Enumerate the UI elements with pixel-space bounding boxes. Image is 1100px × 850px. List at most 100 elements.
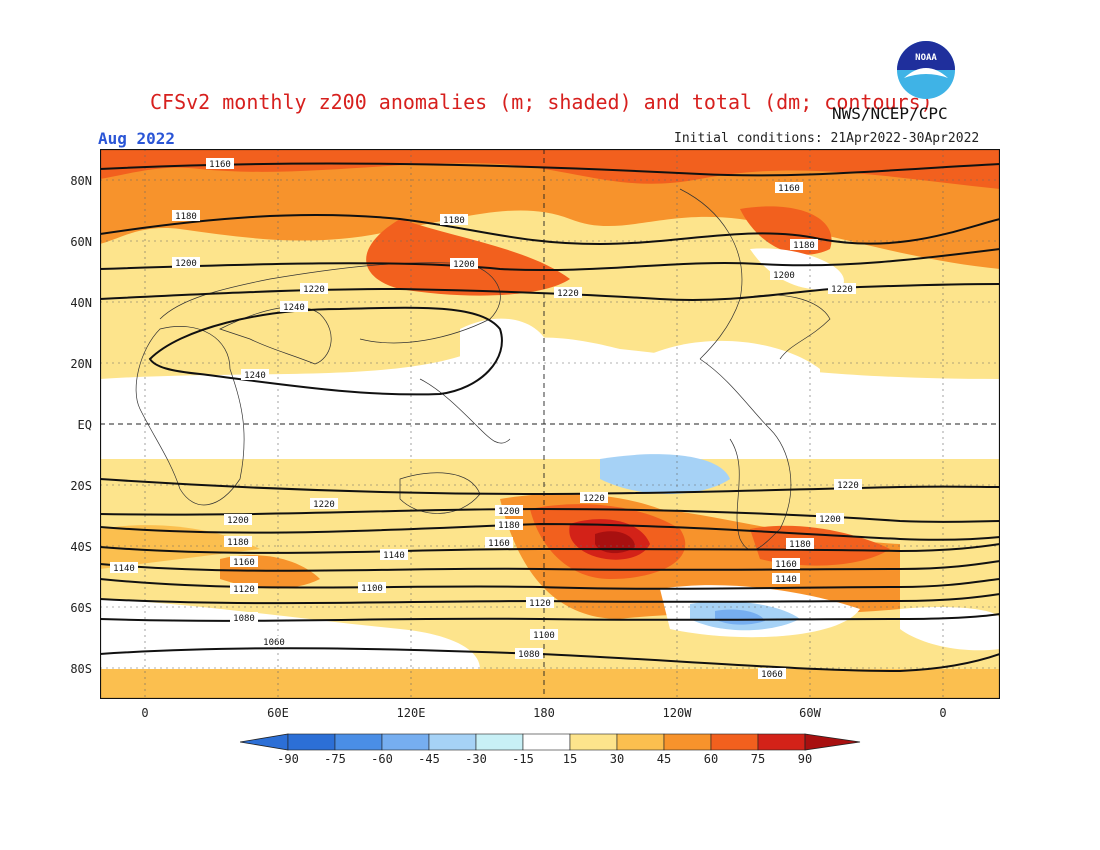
svg-text:1180: 1180 — [227, 538, 249, 548]
svg-text:1220: 1220 — [583, 494, 605, 504]
contour-label: 1220 — [828, 283, 856, 295]
contour-label: 1220 — [834, 479, 862, 491]
lon-label-120w: 120W — [662, 706, 692, 720]
svg-text:1080: 1080 — [233, 614, 255, 624]
svg-text:1140: 1140 — [383, 551, 405, 561]
contour-label: 1180 — [224, 536, 252, 548]
contour-labels: 1160 1180 1200 1220 1240 1240 1160 1180 … — [110, 158, 862, 680]
svg-text:1220: 1220 — [303, 285, 325, 295]
map-title: CFSv2 monthly z200 anomalies (m; shaded)… — [150, 90, 933, 114]
contour-label: 1080 — [230, 612, 258, 624]
svg-text:1220: 1220 — [557, 289, 579, 299]
lat-label-80s: 80S — [70, 662, 92, 676]
svg-text:1060: 1060 — [263, 638, 285, 648]
contour-label: 1200 — [224, 514, 252, 526]
contour-label: 1200 — [495, 505, 523, 517]
contour-label: 1100 — [358, 582, 386, 594]
svg-text:1160: 1160 — [233, 558, 255, 568]
svg-text:1200: 1200 — [453, 260, 475, 270]
initial-conditions-label: Initial conditions: 21Apr2022-30Apr2022 — [674, 131, 980, 146]
colorbar-label: 15 — [562, 752, 578, 766]
contour-label: 1060 — [758, 668, 786, 680]
contour-label: 1220 — [300, 283, 328, 295]
colorbar-label: 75 — [750, 752, 766, 766]
map-frame — [100, 149, 1000, 699]
svg-text:1060: 1060 — [761, 670, 783, 680]
contour-label: 1160 — [206, 158, 234, 170]
lon-label-120e: 120E — [396, 706, 426, 720]
svg-text:1100: 1100 — [361, 584, 383, 594]
svg-text:1100: 1100 — [533, 631, 555, 641]
svg-text:1240: 1240 — [283, 303, 305, 313]
svg-text:1160: 1160 — [209, 160, 231, 170]
contour-label: 1200 — [450, 258, 478, 270]
height-contours — [100, 162, 1000, 673]
contour-label: 1140 — [110, 562, 138, 574]
lon-label-0: 0 — [141, 706, 149, 720]
svg-text:1180: 1180 — [789, 540, 811, 550]
contour-label: 1220 — [310, 498, 338, 510]
valid-month-label: Aug 2022 — [98, 129, 176, 148]
colorbar-label: 30 — [609, 752, 625, 766]
svg-text:1180: 1180 — [793, 241, 815, 251]
lon-label-60w: 60W — [799, 706, 821, 720]
lat-label-20n: 20N — [70, 357, 92, 371]
contour-label: 1200 — [816, 513, 844, 525]
contour-label: 1200 — [770, 269, 798, 281]
colorbar — [240, 733, 861, 751]
contour-label: 1120 — [526, 597, 554, 609]
svg-text:1200: 1200 — [773, 271, 795, 281]
colorbar-label: -90 — [277, 752, 299, 766]
contour-label: 1240 — [280, 301, 308, 313]
contour-label: 1180 — [790, 239, 818, 251]
lon-label-180: 180 — [533, 706, 555, 720]
contour-label: 1140 — [380, 549, 408, 561]
lat-label-40s: 40S — [70, 540, 92, 554]
svg-text:1220: 1220 — [837, 481, 859, 491]
svg-text:1080: 1080 — [518, 650, 540, 660]
svg-text:1140: 1140 — [775, 575, 797, 585]
lat-label-40n: 40N — [70, 296, 92, 310]
svg-text:1160: 1160 — [775, 560, 797, 570]
svg-text:1220: 1220 — [831, 285, 853, 295]
contour-label: 1180 — [495, 519, 523, 531]
lat-label-20s: 20S — [70, 479, 92, 493]
agency-label: NWS/NCEP/CPC — [832, 104, 948, 123]
contour-label: 1100 — [530, 629, 558, 641]
lat-label-60n: 60N — [70, 235, 92, 249]
colorbar-label: -30 — [465, 752, 487, 766]
contour-label: 1160 — [230, 556, 258, 568]
contour-label: 1180 — [440, 214, 468, 226]
svg-text:1200: 1200 — [227, 516, 249, 526]
svg-text:1140: 1140 — [113, 564, 135, 574]
contour-label: 1120 — [230, 583, 258, 595]
contour-label: 1160 — [775, 182, 803, 194]
contour-label: 1180 — [172, 210, 200, 222]
colorbar-label: -15 — [512, 752, 534, 766]
colorbar-label: -60 — [371, 752, 393, 766]
lat-label-80n: 80N — [70, 174, 92, 188]
lat-label-60s: 60S — [70, 601, 92, 615]
svg-text:1200: 1200 — [175, 259, 197, 269]
colorbar-label: 90 — [797, 752, 813, 766]
svg-text:1120: 1120 — [529, 599, 551, 609]
contour-label: 1080 — [515, 648, 543, 660]
svg-text:1160: 1160 — [778, 184, 800, 194]
svg-text:1180: 1180 — [498, 521, 520, 531]
svg-text:1240: 1240 — [244, 371, 266, 381]
contour-label: 1140 — [772, 573, 800, 585]
lon-label-0-east: 0 — [939, 706, 947, 720]
graticule — [100, 149, 1000, 699]
svg-text:1220: 1220 — [313, 500, 335, 510]
contour-label: 1220 — [580, 492, 608, 504]
contour-label: 1220 — [554, 287, 582, 299]
contour-label: 1060 — [260, 636, 288, 648]
svg-text:1160: 1160 — [488, 539, 510, 549]
noaa-logo-icon: NOAA — [897, 41, 955, 99]
anomaly-map: 1160 1180 1200 1220 1240 1240 1160 1180 … — [100, 149, 1000, 699]
lon-label-60e: 60E — [267, 706, 289, 720]
contour-label: 1180 — [786, 538, 814, 550]
contour-label: 1160 — [485, 537, 513, 549]
svg-text:NOAA: NOAA — [915, 53, 937, 63]
svg-text:1180: 1180 — [443, 216, 465, 226]
